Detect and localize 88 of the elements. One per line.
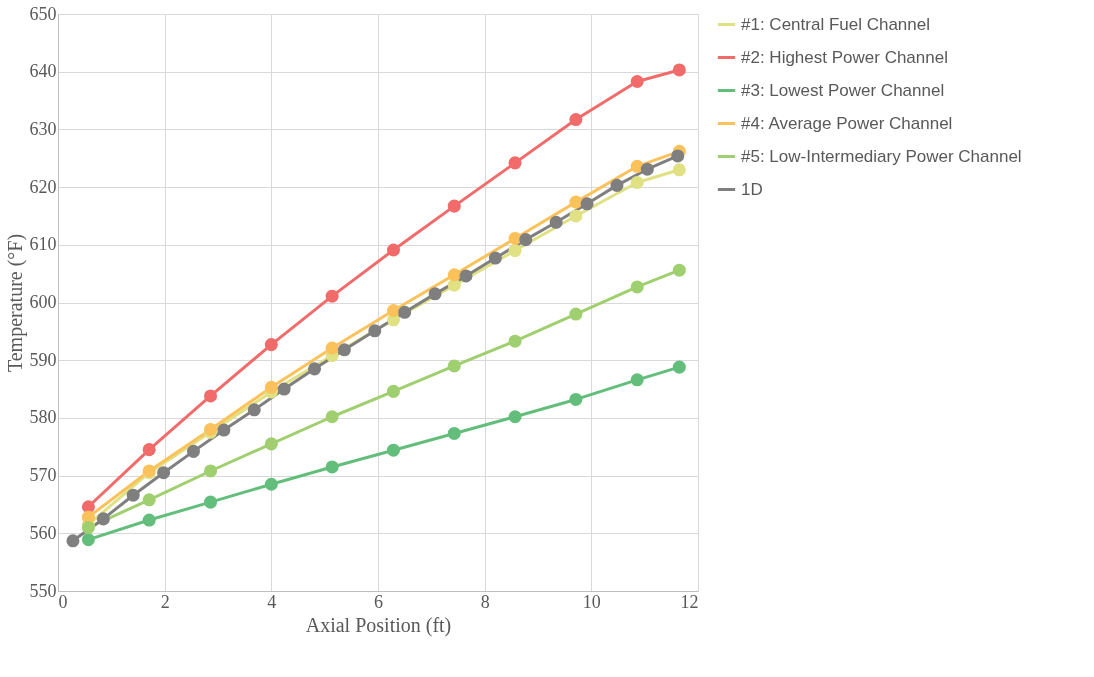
point xyxy=(264,338,278,352)
point xyxy=(630,175,644,189)
point xyxy=(508,244,522,258)
point xyxy=(672,360,686,374)
point xyxy=(447,268,461,282)
point xyxy=(630,75,644,89)
point xyxy=(630,280,644,294)
point xyxy=(398,305,412,319)
point xyxy=(459,269,473,283)
point xyxy=(386,384,400,398)
point xyxy=(580,197,594,211)
point xyxy=(386,243,400,257)
point xyxy=(81,533,95,547)
y-tick-label: 580 xyxy=(29,407,57,428)
point xyxy=(325,341,339,355)
point xyxy=(204,464,218,478)
point xyxy=(325,289,339,303)
y-tick-label: 650 xyxy=(29,3,57,24)
point xyxy=(508,156,522,170)
point xyxy=(325,410,339,424)
point xyxy=(308,362,322,376)
y-tick-label: 590 xyxy=(29,349,57,370)
point xyxy=(217,423,231,437)
point xyxy=(569,307,583,321)
point xyxy=(569,209,583,223)
y-axis-title: Temperature (°F) xyxy=(3,233,27,373)
point xyxy=(386,443,400,457)
x-tick-label: 12 xyxy=(680,591,699,612)
point xyxy=(277,382,291,396)
point xyxy=(671,149,685,163)
point xyxy=(569,195,583,209)
point xyxy=(519,233,533,247)
point xyxy=(488,251,502,265)
x-tick-label: 6 xyxy=(374,591,383,612)
point xyxy=(368,324,382,338)
x-tick-label: 10 xyxy=(582,591,601,612)
point xyxy=(386,304,400,318)
point xyxy=(672,63,686,77)
point xyxy=(66,534,80,548)
y-tick-label: 550 xyxy=(29,580,57,601)
point xyxy=(186,444,200,458)
y-tick-label: 610 xyxy=(29,234,57,255)
point xyxy=(204,389,218,403)
y-tick-label: 600 xyxy=(29,292,57,312)
point xyxy=(569,113,583,127)
point xyxy=(337,343,351,357)
point xyxy=(142,513,156,527)
point xyxy=(96,512,110,526)
y-tick-label: 640 xyxy=(29,61,57,82)
y-tick-label: 620 xyxy=(29,176,57,197)
legend-label: 1D xyxy=(741,179,763,199)
x-axis-title: Axial Position (ft) xyxy=(305,613,452,637)
point xyxy=(142,443,156,457)
legend-label: #1: Central Fuel Channel xyxy=(741,14,931,34)
point xyxy=(447,426,461,440)
point xyxy=(672,163,686,177)
x-tick-label: 2 xyxy=(160,591,170,612)
point xyxy=(610,178,624,192)
legend-label: #5: Low-Intermediary Power Channel xyxy=(741,146,1022,166)
point xyxy=(640,162,654,176)
point xyxy=(142,493,156,507)
point xyxy=(569,392,583,406)
legend-label: #3: Lowest Power Channel xyxy=(741,80,945,100)
legend-label: #4: Average Power Channel xyxy=(741,113,953,133)
point xyxy=(325,460,339,474)
point xyxy=(447,359,461,373)
y-tick-label: 630 xyxy=(29,118,57,139)
y-tick-label: 560 xyxy=(29,522,57,543)
point xyxy=(204,495,218,509)
y-tick-label: 570 xyxy=(29,465,57,486)
x-tick-label: 8 xyxy=(480,591,490,612)
legend-label: #2: Highest Power Channel xyxy=(741,47,948,67)
x-tick-label: 4 xyxy=(267,591,277,612)
point xyxy=(508,410,522,424)
point xyxy=(672,263,686,277)
point xyxy=(157,466,171,480)
point xyxy=(264,437,278,451)
point xyxy=(264,380,278,394)
point xyxy=(428,287,442,301)
point xyxy=(447,199,461,213)
point xyxy=(247,403,261,417)
x-tick-label: 0 xyxy=(58,591,68,612)
point xyxy=(630,373,644,387)
point xyxy=(264,477,278,491)
point xyxy=(126,488,140,502)
point xyxy=(508,334,522,348)
point xyxy=(549,215,563,229)
point xyxy=(508,231,522,245)
